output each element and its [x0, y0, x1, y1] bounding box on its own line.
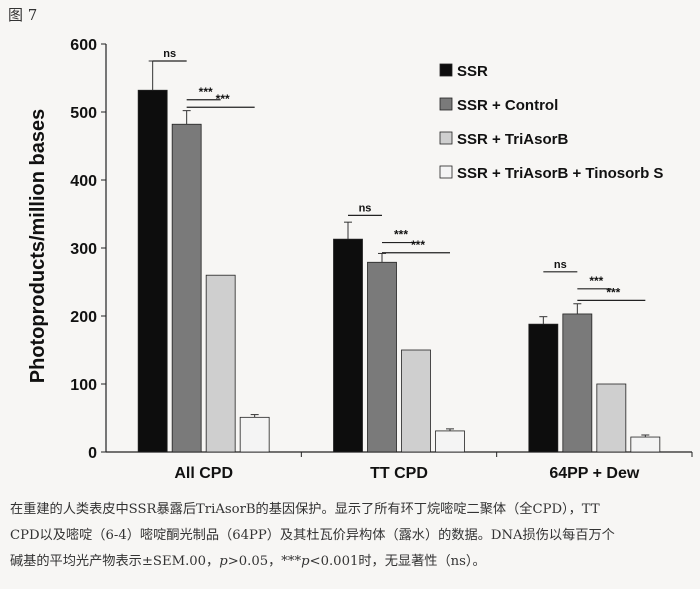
significance-label: *** — [606, 285, 620, 299]
chart-legend: SSR SSR + Control SSR + TriAsorB SSR + TriA… — [439, 63, 663, 182]
legend-label: SSR + TriAsorB + Tinosorb S — [457, 165, 663, 182]
y-tick-label: 300 — [70, 241, 97, 258]
significance-label: ns — [359, 202, 372, 214]
legend-swatch — [439, 131, 453, 145]
bar — [239, 416, 270, 453]
legend-swatch — [439, 63, 453, 77]
y-axis-label: Photoproducts/million bases — [27, 109, 49, 383]
caption-p-symbol-1: p — [219, 554, 228, 569]
y-tick-label: 600 — [70, 37, 97, 54]
figure-caption: 在重建的人类表皮中SSR暴露后TriAsorB的基因保护。显示了所有环丁烷嘧啶二… — [10, 497, 694, 575]
bar — [562, 313, 593, 453]
bar — [528, 323, 559, 453]
caption-line-2: CPD以及嘧啶（6-4）嘧啶酮光制品（64PP）及其杜瓦价异构体（露水）的数据。… — [10, 528, 615, 543]
significance-label: *** — [199, 85, 213, 99]
significance-annotations: ns******ns******ns****** — [152, 48, 646, 301]
x-tick-label: All CPD — [174, 465, 233, 482]
bar — [435, 430, 465, 453]
legend-swatch — [439, 165, 453, 179]
significance-label: *** — [216, 92, 230, 106]
legend-label: SSR + Control — [457, 97, 558, 114]
figure-label: 图 7 — [8, 6, 38, 24]
y-tick-label: 100 — [70, 377, 97, 394]
y-tick-label: 0 — [88, 445, 97, 462]
legend-label: SSR — [457, 63, 488, 80]
y-tick-label: 200 — [70, 309, 97, 326]
bar-chart: 0 100 200 300 400 500 600 All CPD TT CPD 64PP + D… — [27, 37, 693, 482]
bar — [596, 383, 627, 453]
y-tick-label: 400 — [70, 173, 97, 190]
chart-bars — [137, 60, 661, 453]
caption-line-3c: <0.001时，无显著性（ns）。 — [309, 554, 486, 569]
chart-axes: 0 100 200 300 400 500 600 All CPD TT CPD 64PP + D… — [70, 37, 693, 482]
bar — [333, 238, 363, 453]
y-tick-label: 500 — [70, 105, 97, 122]
bar — [137, 89, 168, 453]
bar — [171, 123, 202, 453]
caption-line-1: 在重建的人类表皮中SSR暴露后TriAsorB的基因保护。显示了所有环丁烷嘧啶二… — [10, 502, 600, 517]
significance-label: *** — [411, 238, 425, 252]
bar — [630, 436, 661, 453]
bar — [401, 349, 431, 453]
caption-line-3b: >0.05，*** — [227, 554, 302, 569]
caption-p-symbol-2: p — [301, 554, 310, 569]
x-tick-label: TT CPD — [370, 465, 428, 482]
significance-label: ns — [554, 259, 567, 271]
x-tick-label: 64PP + Dew — [549, 465, 640, 482]
legend-label: SSR + TriAsorB — [457, 131, 568, 148]
legend-swatch — [439, 97, 453, 111]
significance-label: *** — [394, 228, 408, 242]
bar — [367, 261, 397, 453]
significance-label: *** — [589, 274, 603, 288]
bar — [205, 274, 236, 453]
caption-line-3a: 碱基的平均光产物表示±SEM.00， — [10, 554, 220, 569]
significance-label: ns — [163, 48, 176, 60]
